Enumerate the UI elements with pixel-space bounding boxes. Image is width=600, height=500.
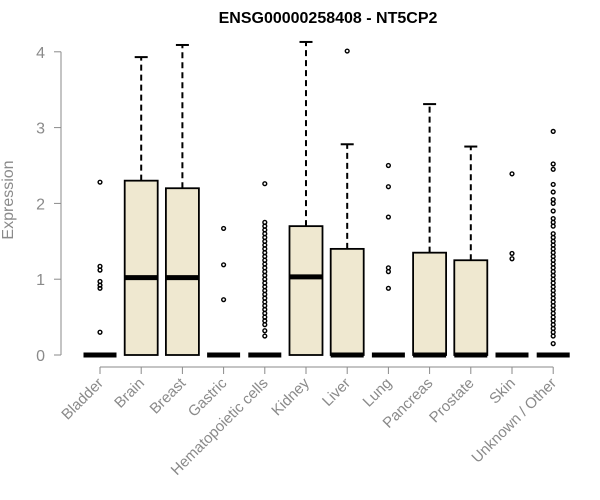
x-tick-label: Kidney <box>268 374 313 419</box>
box-hematopoietic-cells <box>248 181 282 358</box>
y-tick-label: 1 <box>36 272 45 289</box>
outlier-point <box>262 181 268 187</box>
box-iqr <box>288 225 324 356</box>
box-iqr <box>123 179 159 356</box>
outlier-point <box>97 263 103 269</box>
outlier-point <box>385 285 391 291</box>
box-brain <box>123 56 159 356</box>
outlier-point <box>385 184 391 190</box>
outlier-point <box>550 181 556 188</box>
x-tick-label: Skin <box>486 375 519 408</box>
box-gastric <box>207 225 241 358</box>
y-axis-label: Expression <box>0 160 17 239</box>
box-iqr <box>412 251 448 356</box>
outlier-point <box>509 250 515 257</box>
outlier-point <box>550 231 556 237</box>
outlier-point <box>97 278 103 285</box>
x-tick-label: Brain <box>111 375 148 412</box>
x-tick-label: Liver <box>319 375 354 410</box>
y-tick-label: 3 <box>36 121 45 138</box>
box-skin <box>495 171 529 358</box>
outlier-point <box>509 171 515 177</box>
outlier-point <box>385 265 391 271</box>
outlier-point <box>262 333 268 339</box>
y-axis: 0 1 2 3 4 <box>36 45 62 365</box>
outlier-point <box>97 285 103 291</box>
outlier-point <box>550 208 556 214</box>
chart-title: ENSG00000258408 - NT5CP2 <box>219 10 438 27</box>
outlier-point <box>550 128 556 134</box>
box-kidney <box>288 40 324 356</box>
box-lung <box>371 162 405 358</box>
box-series <box>83 40 570 358</box>
box-bladder <box>83 179 117 358</box>
outlier-point <box>385 162 391 169</box>
x-tick-label: Breast <box>147 374 190 417</box>
y-tick-label: 4 <box>36 45 45 62</box>
outlier-point <box>509 256 515 262</box>
outlier-point <box>97 179 103 185</box>
outlier-point <box>550 189 556 195</box>
outlier-point <box>221 262 227 268</box>
outlier-point <box>344 48 350 54</box>
outlier-point <box>550 341 556 347</box>
outlier-point <box>385 214 391 220</box>
outlier-point <box>550 161 556 167</box>
box-prostate <box>453 145 489 358</box>
outlier-point <box>550 215 556 222</box>
x-tick-label: Prostate <box>426 375 478 427</box>
box-unknown-other <box>536 128 570 358</box>
x-tick-label: Lung <box>360 375 396 411</box>
outlier-point <box>262 219 268 225</box>
outlier-point <box>221 225 227 232</box>
box-liver <box>329 48 365 358</box>
y-tick-label: 0 <box>36 348 45 365</box>
outlier-point <box>550 166 556 172</box>
outlier-point <box>97 329 103 335</box>
y-tick-label: 2 <box>36 196 45 213</box>
x-tick-label: Bladder <box>58 375 107 424</box>
outlier-point <box>221 297 227 303</box>
box-iqr <box>164 187 200 356</box>
box-iqr <box>329 247 365 356</box>
box-iqr <box>453 259 489 356</box>
box-pancreas <box>412 103 448 358</box>
outlier-point <box>550 197 556 203</box>
outlier-point <box>262 328 268 334</box>
box-breast <box>164 43 200 356</box>
